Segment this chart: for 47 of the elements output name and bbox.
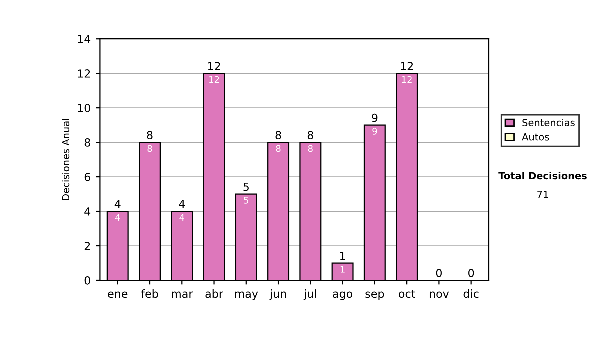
x-tick-label: mar: [172, 292, 194, 298]
x-tick-label: dic: [464, 290, 479, 298]
total-label: 8: [276, 131, 282, 140]
y-tick-label: 0: [84, 276, 90, 285]
total-label: 12: [401, 62, 414, 70]
total-label: 9: [372, 114, 378, 122]
data-label: 5: [244, 197, 248, 204]
x-tick-label: jul: [304, 290, 316, 300]
total-label: 1: [340, 252, 346, 260]
data-label: 8: [308, 145, 313, 152]
total-label: 4: [179, 200, 186, 208]
y-axis-title: Decisiones Anual: [62, 119, 70, 200]
total-label: 0: [436, 269, 442, 278]
data-label: 9: [372, 128, 378, 135]
data-label: 12: [210, 76, 220, 84]
y-tick-label: 14: [78, 35, 91, 44]
x-tick-label: nov: [430, 292, 450, 298]
x-tick-label: jun: [270, 290, 286, 300]
y-tick-label: 2: [84, 242, 90, 250]
x-tick-label: ago: [333, 292, 353, 300]
y-tick-label: 8: [84, 138, 90, 147]
total-label: 0: [468, 269, 474, 278]
x-tick-label: ene: [108, 292, 128, 298]
text: 71: [538, 191, 548, 198]
y-tick-label: 4: [84, 208, 91, 216]
x-tick-label: sep: [366, 292, 384, 300]
data-label: 12: [402, 76, 412, 84]
total-label: 8: [308, 131, 314, 140]
data-label: 4: [180, 214, 185, 221]
data-label: 8: [148, 145, 152, 152]
total-label: 12: [208, 62, 220, 70]
x-tick-label: oct: [399, 290, 416, 298]
total-label: 4: [114, 200, 121, 208]
legend-label: Sentencias: [522, 118, 575, 127]
total-label: 8: [147, 131, 153, 140]
legend-label: Autos: [522, 134, 550, 141]
data-label: 8: [276, 145, 281, 152]
y-tick-label: 12: [78, 70, 90, 78]
y-tick-label: 6: [84, 173, 90, 182]
x-tick-label: feb: [141, 290, 158, 298]
x-tick-label: abr: [206, 290, 224, 298]
data-label: 4: [115, 214, 120, 221]
data-label: 1: [340, 266, 345, 273]
text: Total Decisiones: [498, 172, 587, 180]
x-tick-label: may: [235, 292, 258, 300]
y-tick-label: 10: [78, 104, 90, 112]
total-label: 5: [244, 183, 249, 192]
